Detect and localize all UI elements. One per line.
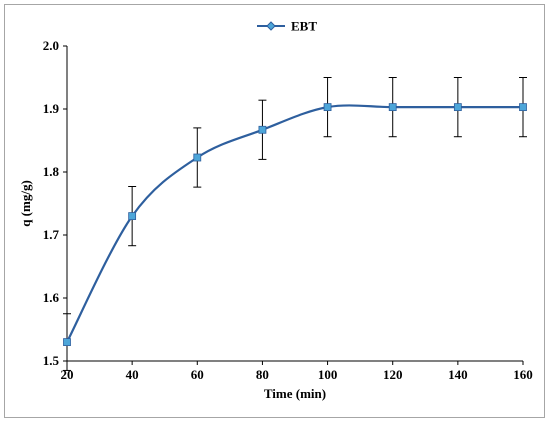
x-tick-label: 80	[256, 367, 269, 382]
data-point	[323, 103, 332, 112]
x-tick-label: 100	[318, 367, 338, 382]
axes	[66, 46, 523, 362]
data-point	[128, 212, 137, 221]
data-point	[193, 153, 202, 162]
chart-frame	[4, 4, 545, 418]
y-tick-label: 1.6	[43, 290, 60, 305]
plot-area	[63, 77, 527, 371]
x-tick-label: 40	[126, 367, 139, 382]
series-line-ebt	[66, 104, 523, 343]
data-point	[63, 338, 71, 347]
data-point	[388, 103, 397, 112]
legend-marker	[266, 21, 276, 31]
y-tick-label: 1.7	[43, 227, 60, 242]
y-tick-label: 2.0	[43, 38, 59, 53]
y-axis-title: q (mg/g)	[18, 180, 33, 227]
y-tick-label: 1.5	[43, 353, 60, 368]
x-tick-label: 140	[448, 367, 468, 382]
y-tick-label: 1.9	[43, 101, 60, 116]
data-point	[258, 125, 267, 134]
x-ticks: 20 40 60 80 100 120 140 160	[61, 361, 533, 382]
data-point	[453, 103, 462, 112]
y-ticks: 1.5 1.6 1.7 1.8 1.9 2.0	[43, 38, 67, 368]
x-tick-label: 120	[383, 367, 403, 382]
y-tick-label: 1.8	[43, 164, 60, 179]
data-point	[519, 103, 527, 112]
legend-label: EBT	[291, 19, 317, 34]
x-tick-label: 60	[191, 367, 204, 382]
x-axis-title: Time (min)	[264, 386, 326, 401]
x-tick-label: 160	[513, 367, 533, 382]
legend: EBT	[257, 19, 317, 34]
